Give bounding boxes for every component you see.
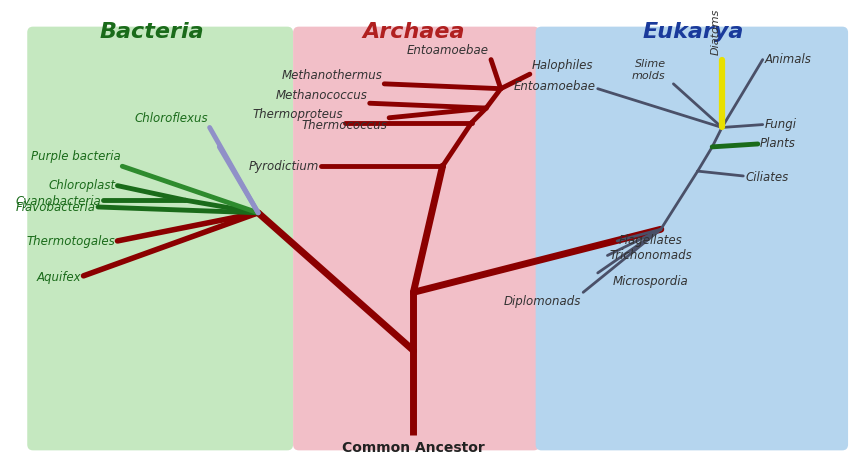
Text: Entoamoebae: Entoamoebae (407, 44, 489, 57)
FancyBboxPatch shape (293, 27, 540, 450)
Text: Chloroflexus: Chloroflexus (134, 111, 207, 125)
Text: Ciliates: Ciliates (745, 171, 789, 184)
Text: Diatoms: Diatoms (711, 8, 721, 55)
Text: Flavobacteria: Flavobacteria (16, 201, 96, 214)
Text: Diplomonads: Diplomonads (504, 295, 581, 308)
Text: Eukarya: Eukarya (642, 23, 744, 43)
Text: Methanococcus: Methanococcus (276, 89, 368, 102)
Text: Methanothermus: Methanothermus (281, 69, 382, 82)
Text: Microspordia: Microspordia (612, 275, 688, 288)
Text: Common Ancestor: Common Ancestor (342, 441, 484, 456)
Text: Thermococcus: Thermococcus (301, 119, 388, 132)
Text: Flagellates: Flagellates (619, 234, 683, 248)
Text: Chloroplast: Chloroplast (48, 179, 116, 192)
Text: Thermotogales: Thermotogales (27, 236, 116, 249)
FancyBboxPatch shape (536, 27, 848, 450)
Text: Fungi: Fungi (765, 118, 796, 131)
Text: Thermoproteus: Thermoproteus (253, 108, 343, 121)
Text: Purple bacteria: Purple bacteria (31, 150, 121, 164)
FancyBboxPatch shape (27, 27, 293, 450)
Text: Animals: Animals (765, 53, 812, 66)
Text: Slime
molds: Slime molds (632, 59, 666, 81)
Text: Bacteria: Bacteria (99, 23, 204, 43)
Text: Pyrodictium: Pyrodictium (249, 160, 320, 173)
Text: Halophiles: Halophiles (532, 59, 593, 72)
Text: Trichonomads: Trichonomads (609, 249, 692, 262)
Text: Archaea: Archaea (362, 23, 465, 43)
Text: Aquifex: Aquifex (37, 271, 82, 284)
Text: Cyanobacteria: Cyanobacteria (15, 195, 101, 208)
Text: Plants: Plants (760, 138, 796, 151)
Text: Entoamoebae: Entoamoebae (513, 80, 596, 93)
